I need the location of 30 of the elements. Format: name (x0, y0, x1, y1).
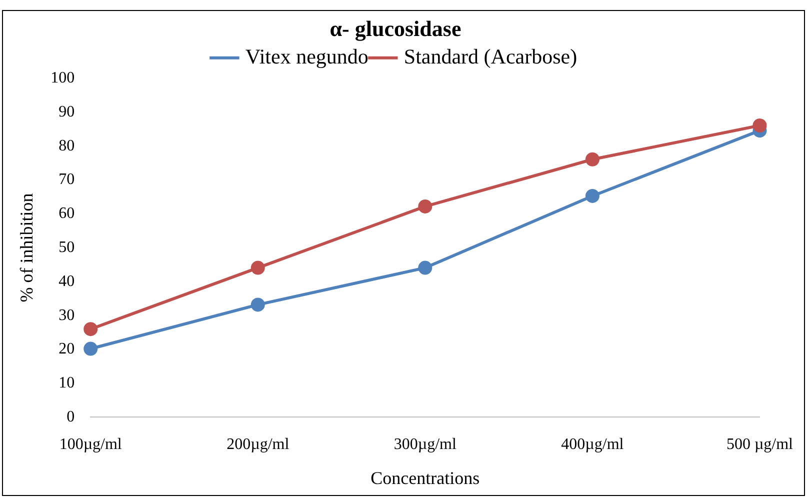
x-tick-label: 400µg/ml (561, 436, 624, 454)
y-tick-label: 0 (66, 408, 75, 426)
x-tick-label: 100µg/ml (59, 436, 122, 454)
y-tick-label: 80 (58, 137, 75, 154)
y-tick-label: 70 (58, 171, 75, 188)
point (418, 199, 432, 214)
y-tick-label: 90 (58, 103, 75, 120)
legend-label: Vitex negundo (245, 44, 368, 68)
y-axis-title: % of inhibition (16, 193, 37, 302)
point (84, 322, 98, 336)
y-tick-label: 60 (58, 205, 75, 222)
point (250, 260, 265, 275)
x-axis-title: Concentrations (370, 468, 480, 488)
point (585, 188, 600, 203)
y-tick-label: 30 (58, 306, 75, 324)
point (752, 118, 767, 132)
x-tick-label: 300µg/ml (394, 436, 457, 454)
x-tick-label: 200µg/ml (226, 436, 290, 454)
y-tick-label: 10 (58, 374, 75, 392)
point (418, 260, 432, 275)
point (250, 298, 265, 312)
point (84, 342, 98, 356)
legend-label: Standard (Acarbose) (404, 44, 578, 68)
y-tick-label: 20 (58, 340, 75, 358)
y-tick-label: 50 (58, 239, 75, 256)
chart-title: α- glucosidase (330, 16, 462, 41)
point (585, 152, 600, 166)
y-tick-label: 40 (58, 272, 75, 290)
x-tick-label: 500 µg/ml (726, 436, 794, 454)
y-tick-label: 100 (50, 70, 75, 87)
